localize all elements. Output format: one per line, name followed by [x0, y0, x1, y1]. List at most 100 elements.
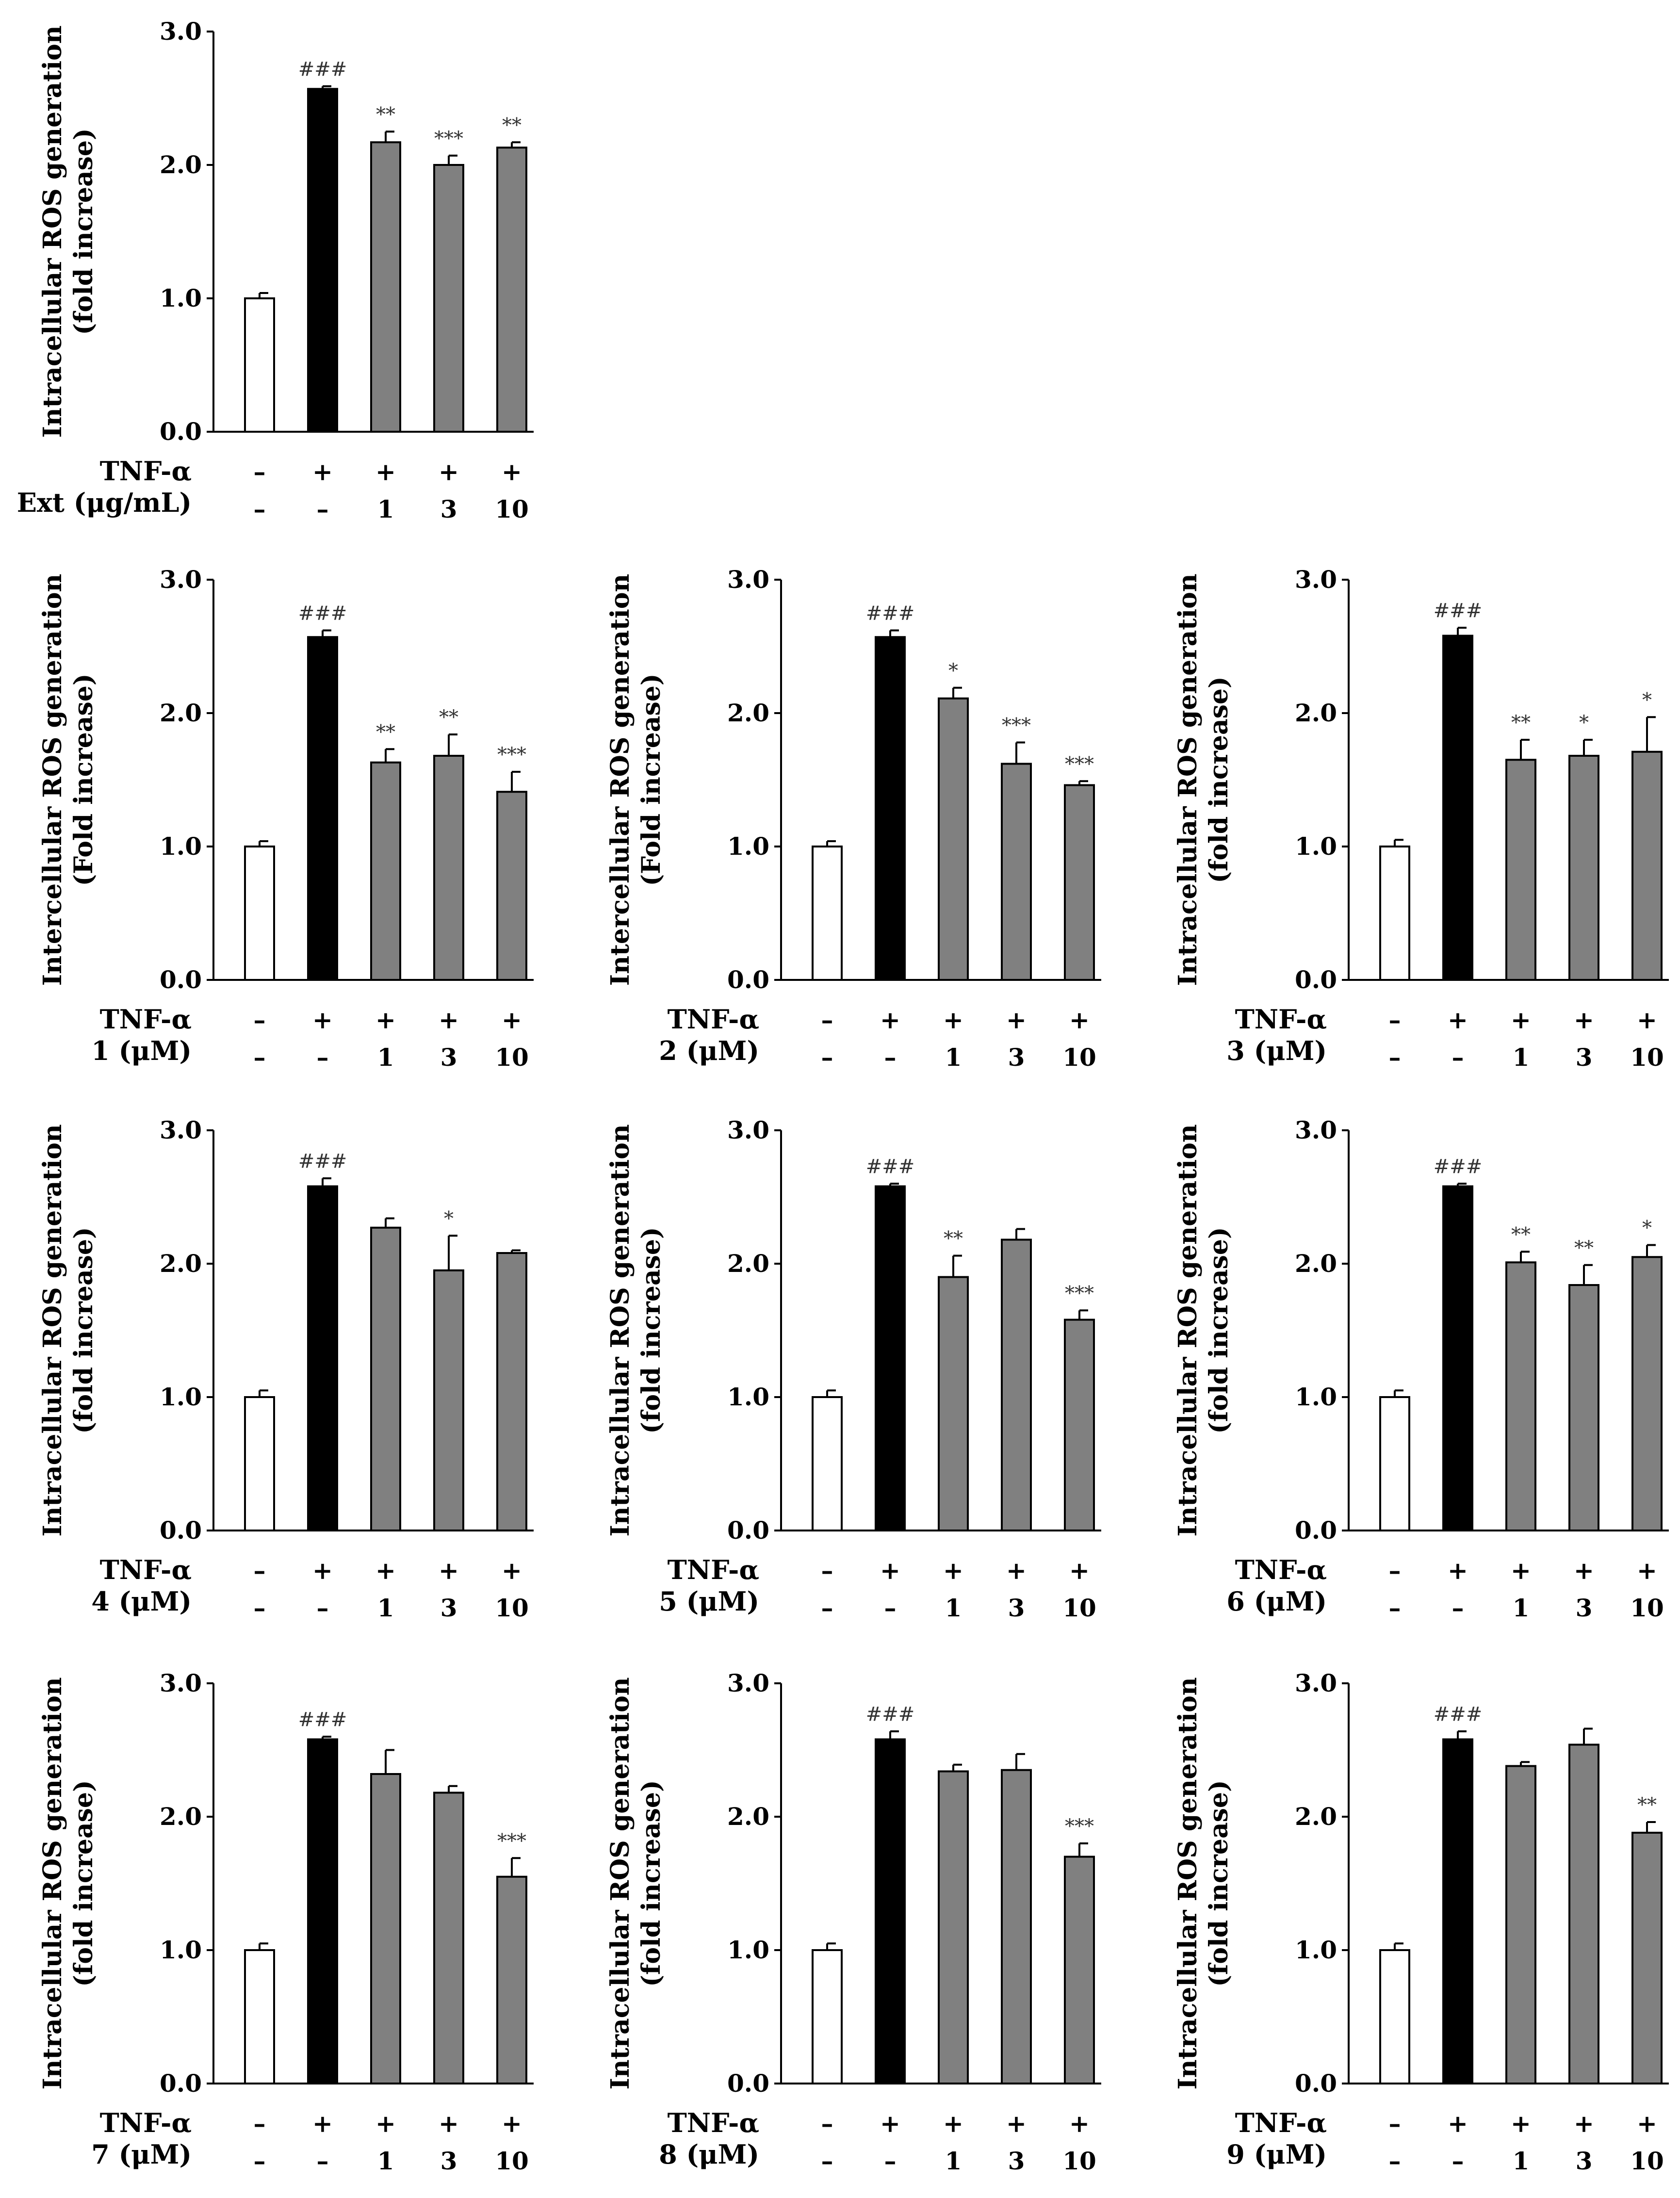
bar: [1505, 759, 1536, 981]
bar: [433, 1791, 464, 2084]
y-tick-label: 0.0: [1295, 965, 1337, 994]
condition-row-label: TNF-α: [1235, 2107, 1327, 2138]
condition-value: –: [821, 1043, 833, 1072]
condition-row-label: 5 (μM): [659, 1586, 759, 1617]
bar: [1442, 635, 1473, 981]
significance-label: ***: [1065, 753, 1094, 775]
significance-label: **: [944, 1228, 963, 1250]
significance-label: *: [948, 660, 958, 682]
condition-value: 3: [1576, 1594, 1593, 1622]
condition-value: –: [1389, 2109, 1401, 2138]
condition-value: +: [439, 1006, 459, 1034]
y-axis-title-line: Intracellular ROS generation: [38, 1677, 67, 2089]
bar: [1631, 1832, 1663, 2084]
condition-value: –: [317, 1594, 329, 1622]
condition-row-label: TNF-α: [668, 1554, 759, 1585]
condition-value: +: [1574, 1006, 1594, 1034]
condition-value: –: [884, 1043, 897, 1072]
condition-value: –: [254, 495, 266, 523]
y-axis-title: Intercellular ROS generation(Fold increa…: [605, 574, 666, 986]
significance-label: ***: [1065, 1815, 1094, 1838]
y-axis-title-line: (fold increase): [1204, 1227, 1234, 1433]
bar: [496, 147, 527, 433]
significance-label: ***: [1065, 1282, 1094, 1304]
y-axis-title-line: Intracellular ROS generation: [1173, 1677, 1203, 2089]
condition-value: 10: [1630, 1594, 1664, 1622]
condition-value: +: [1006, 1556, 1027, 1585]
y-axis-title-line: Intercellular ROS generation: [38, 574, 67, 986]
y-tick-label: 1.0: [160, 1936, 202, 1964]
y-axis-title-line: Intracellular ROS generation: [1173, 1124, 1203, 1536]
condition-value: +: [312, 1556, 333, 1585]
y-axis-title-line: (fold increase): [636, 1227, 666, 1433]
condition-row-label: TNF-α: [1235, 1004, 1327, 1035]
condition-value: –: [1389, 2147, 1401, 2175]
condition-value: +: [502, 1006, 522, 1034]
significance-label: *: [1642, 1217, 1652, 1239]
condition-value: +: [1511, 1006, 1531, 1034]
chart-panel-8: 0.0 1.0 2.0 3.0 Intracellular ROS generation…: [38, 1669, 534, 2175]
bar: [1379, 1396, 1410, 1531]
condition-value: –: [254, 1043, 266, 1072]
condition-value: 10: [495, 2147, 529, 2175]
condition-row-label: 3 (μM): [1226, 1035, 1327, 1066]
condition-value: +: [1637, 2109, 1657, 2138]
condition-value: 3: [1008, 1043, 1025, 1072]
condition-value: +: [1006, 2109, 1027, 2138]
condition-value: 3: [440, 1043, 457, 1072]
condition-value: 1: [377, 1043, 394, 1072]
y-axis-title: Intracellular ROS generation(fold increa…: [605, 1124, 666, 1536]
condition-value: –: [317, 1043, 329, 1072]
bar: [1064, 1319, 1095, 1531]
bar: [1064, 1856, 1095, 2084]
condition-row-label: TNF-α: [100, 456, 192, 487]
chart-panel-7: 0.0 1.0 2.0 3.0 Intracellular ROS generation…: [1173, 1116, 1669, 1622]
condition-value: +: [1006, 1006, 1027, 1034]
y-axis-title-line: (fold increase): [636, 1780, 666, 1986]
significance-label: ***: [434, 128, 463, 150]
significance-label: ###: [1434, 1156, 1483, 1178]
bar: [938, 1770, 969, 2084]
significance-label: ###: [298, 1709, 347, 1731]
y-tick-label: 0.0: [160, 965, 202, 994]
condition-value: –: [317, 2147, 329, 2175]
y-axis-title: Intracellular ROS generation(fold increa…: [38, 25, 98, 438]
significance-label: **: [1511, 1223, 1531, 1246]
bar: [875, 1738, 906, 2084]
y-tick-label: 1.0: [1295, 1383, 1337, 1411]
condition-row-label: 6 (μM): [1226, 1586, 1327, 1617]
condition-value: +: [943, 1556, 963, 1585]
bar: [307, 636, 338, 981]
y-axis-title-line: (fold increase): [69, 128, 98, 335]
bar: [1568, 1743, 1599, 2084]
condition-value: 10: [1062, 1043, 1096, 1072]
condition-value: –: [254, 2147, 266, 2175]
significance-label: **: [439, 706, 458, 729]
bar: [496, 1252, 527, 1531]
condition-row-label: 8 (μM): [659, 2139, 759, 2170]
bar: [938, 697, 969, 981]
condition-value: 1: [945, 2147, 962, 2175]
y-tick-label: 2.0: [727, 1802, 769, 1831]
bar: [1631, 1256, 1663, 1531]
condition-value: –: [254, 1594, 266, 1622]
condition-value: 1: [377, 1594, 394, 1622]
condition-value: +: [375, 1006, 396, 1034]
y-axis-title: Intracellular ROS generation(fold increa…: [38, 1124, 98, 1536]
y-axis-title-line: (Fold increase): [69, 674, 98, 886]
chart-panel-4: 0.0 1.0 2.0 3.0 Intracellular ROS generation…: [1173, 565, 1669, 1072]
condition-value: 1: [945, 1043, 962, 1072]
chart-panel-2: 0.0 1.0 2.0 3.0 Intercellular ROS generation…: [38, 565, 534, 1072]
condition-value: 10: [1062, 1594, 1096, 1622]
condition-value: 3: [440, 2147, 457, 2175]
condition-value: 10: [1630, 2147, 1664, 2175]
significance-label: ###: [866, 1156, 915, 1178]
chart-panel-10: 0.0 1.0 2.0 3.0 Intracellular ROS generation…: [1173, 1669, 1669, 2175]
significance-label: ###: [298, 602, 347, 625]
y-tick-label: 3.0: [160, 1116, 202, 1144]
condition-value: +: [943, 2109, 963, 2138]
condition-value: +: [1448, 2109, 1468, 2138]
y-tick-label: 3.0: [727, 1669, 769, 1697]
